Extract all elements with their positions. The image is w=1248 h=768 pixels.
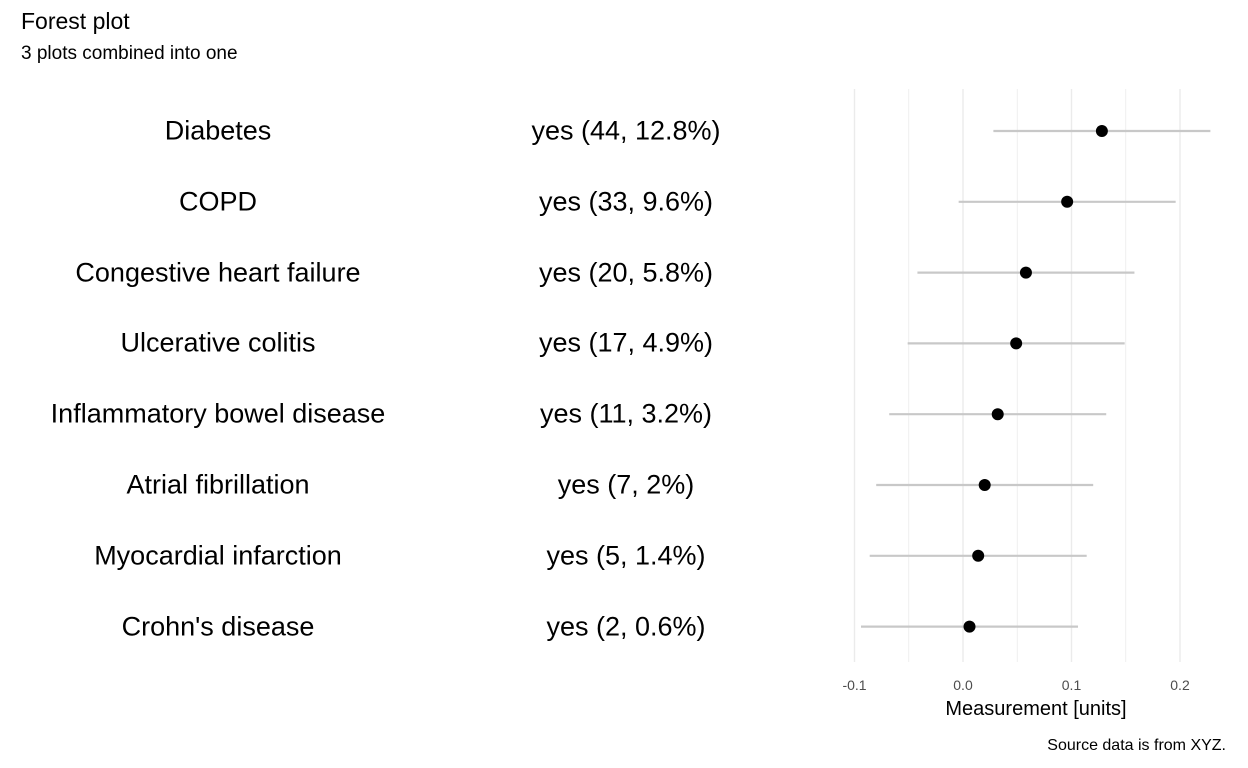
row-value: yes (2, 0.6%): [546, 611, 706, 642]
estimate-point: [978, 479, 991, 491]
row-label: Diabetes: [164, 115, 272, 146]
row-value: yes (11, 3.2%): [539, 398, 713, 429]
row-label: Inflammatory bowel disease: [50, 398, 386, 429]
row-label: Atrial fibrillation: [126, 469, 310, 500]
row-value: yes (17, 4.9%): [538, 327, 714, 358]
chart-caption: Source data is from XYZ.: [1047, 737, 1226, 754]
row-value: yes (20, 5.8%): [538, 257, 714, 288]
row-label: Congestive heart failure: [75, 257, 361, 288]
chart-subtitle: 3 plots combined into one: [21, 43, 238, 64]
estimate-point: [1010, 337, 1023, 350]
estimate-point: [963, 620, 976, 633]
estimate-point: [991, 408, 1004, 421]
x-tick-label: 0.1: [1062, 677, 1082, 693]
estimate-point: [1019, 266, 1032, 279]
row-label: COPD: [178, 186, 258, 217]
x-tick-label: -0.1: [842, 677, 866, 693]
x-tick-label: 0.2: [1170, 677, 1190, 693]
row-value: yes (33, 9.6%): [538, 186, 714, 217]
estimate-point: [1095, 125, 1108, 137]
x-tick-label: 0.0: [953, 677, 973, 693]
row-label: Ulcerative colitis: [120, 327, 316, 358]
row-value: yes (5, 1.4%): [546, 540, 706, 571]
chart-title: Forest plot: [21, 8, 130, 34]
row-value: yes (7, 2%): [557, 469, 695, 500]
row-value: yes (44, 12.8%): [531, 115, 721, 146]
row-label: Crohn's disease: [121, 611, 315, 642]
estimate-point: [1061, 195, 1074, 208]
estimate-point: [972, 549, 985, 562]
x-axis-label: Measurement [units]: [945, 698, 1126, 720]
row-label: Myocardial infarction: [94, 540, 342, 571]
